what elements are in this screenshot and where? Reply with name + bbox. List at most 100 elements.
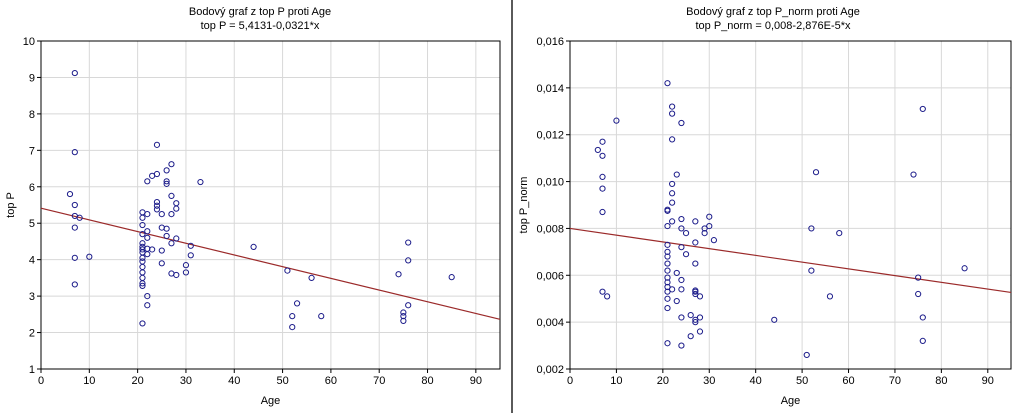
data-point — [678, 215, 685, 223]
data-point — [687, 312, 694, 319]
data-point — [692, 218, 699, 225]
data-point — [139, 221, 146, 229]
data-point — [961, 265, 968, 272]
data-point — [669, 103, 676, 110]
y-tick-label: 0,006 — [536, 270, 564, 282]
data-point — [158, 260, 165, 267]
x-tick-label: 90 — [982, 375, 994, 387]
y-tick-label: 6 — [29, 182, 35, 194]
data-point — [153, 141, 161, 148]
data-point — [919, 337, 926, 344]
data-point — [692, 239, 699, 246]
data-point — [76, 214, 83, 221]
data-point — [187, 242, 194, 249]
data-point — [71, 69, 78, 77]
data-point — [153, 202, 161, 209]
data-point — [664, 288, 671, 295]
data-point — [139, 274, 146, 281]
data-point — [599, 138, 606, 145]
data-point — [664, 260, 671, 267]
data-point — [289, 313, 296, 320]
y-tick-label: 0,004 — [536, 317, 564, 329]
y-tick-label: 9 — [29, 72, 35, 84]
x-tick-label: 70 — [373, 375, 385, 387]
data-point — [669, 218, 676, 225]
data-point — [669, 286, 676, 293]
data-point — [678, 225, 685, 232]
x-tick-label: 0 — [38, 375, 44, 387]
y-tick-label: 7 — [29, 145, 35, 157]
data-point — [163, 178, 170, 185]
y-tick-label: 0,010 — [536, 177, 564, 189]
y-tick-label: 2 — [29, 328, 35, 340]
data-point — [284, 267, 291, 274]
data-point — [673, 297, 680, 305]
data-point — [604, 293, 611, 300]
scatter-chart-top-p: Bodový graf z top P proti Age top P = 5,4… — [5, 6, 501, 407]
data-point — [594, 146, 601, 154]
data-point — [405, 239, 412, 246]
data-point — [919, 314, 926, 321]
regression-line — [40, 207, 501, 320]
data-point — [836, 230, 843, 237]
data-point — [187, 252, 194, 259]
regression-equation-top-p-norm: top P_norm = 0,008-2,876E-5*x — [695, 20, 851, 32]
data-point — [163, 232, 170, 240]
data-point — [692, 287, 699, 294]
data-point — [706, 213, 713, 220]
data-point — [71, 224, 78, 231]
data-point — [599, 208, 606, 216]
data-point — [669, 180, 676, 188]
data-point — [915, 290, 922, 298]
data-point — [144, 293, 151, 300]
data-point — [182, 262, 190, 269]
y-tick-label: 0,012 — [536, 130, 564, 142]
data-point — [826, 293, 834, 300]
data-point — [144, 302, 151, 309]
data-point — [664, 283, 671, 291]
y-axis-label: top P — [5, 192, 17, 218]
data-point — [669, 199, 676, 206]
data-point — [250, 243, 257, 251]
data-point — [197, 178, 204, 186]
data-point — [669, 190, 676, 197]
data-point — [168, 161, 175, 168]
chart-title-top-p: Bodový graf z top P proti Age — [189, 6, 331, 18]
x-tick-label: 50 — [796, 375, 808, 387]
data-point — [163, 225, 170, 232]
data-point — [664, 340, 671, 347]
data-point — [168, 240, 175, 247]
data-point — [706, 222, 713, 230]
data-point — [599, 288, 606, 295]
data-point — [678, 342, 685, 349]
data-point — [678, 119, 685, 127]
data-point — [910, 171, 917, 178]
data-point — [664, 207, 671, 214]
data-point — [168, 192, 175, 199]
data-point — [613, 117, 620, 124]
data-point — [173, 205, 180, 212]
data-point — [664, 253, 671, 260]
data-point — [771, 316, 778, 323]
data-point — [669, 136, 676, 143]
x-tick-label: 90 — [470, 375, 482, 387]
y-tick-label: 4 — [29, 255, 35, 267]
data-point — [664, 80, 671, 87]
data-point — [158, 211, 165, 218]
scatter-chart-top-p-norm: Bodový graf z top P_norm proti Age top P_… — [518, 6, 1012, 407]
data-point — [673, 171, 680, 178]
data-point — [678, 314, 685, 321]
x-tick-label: 40 — [750, 375, 762, 387]
data-point — [173, 271, 180, 279]
data-point — [678, 244, 685, 251]
data-point — [163, 167, 170, 174]
data-point — [710, 237, 718, 244]
x-tick-label: 30 — [180, 375, 192, 387]
data-point — [71, 201, 78, 209]
data-point — [664, 248, 671, 255]
y-tick-label: 10 — [23, 36, 35, 48]
regression-equation-top-p: top P = 5,4131-0,0321*x — [201, 20, 320, 32]
y-tick-label: 0,016 — [536, 36, 564, 48]
x-tick-label: 10 — [83, 375, 95, 387]
data-point — [599, 152, 606, 159]
